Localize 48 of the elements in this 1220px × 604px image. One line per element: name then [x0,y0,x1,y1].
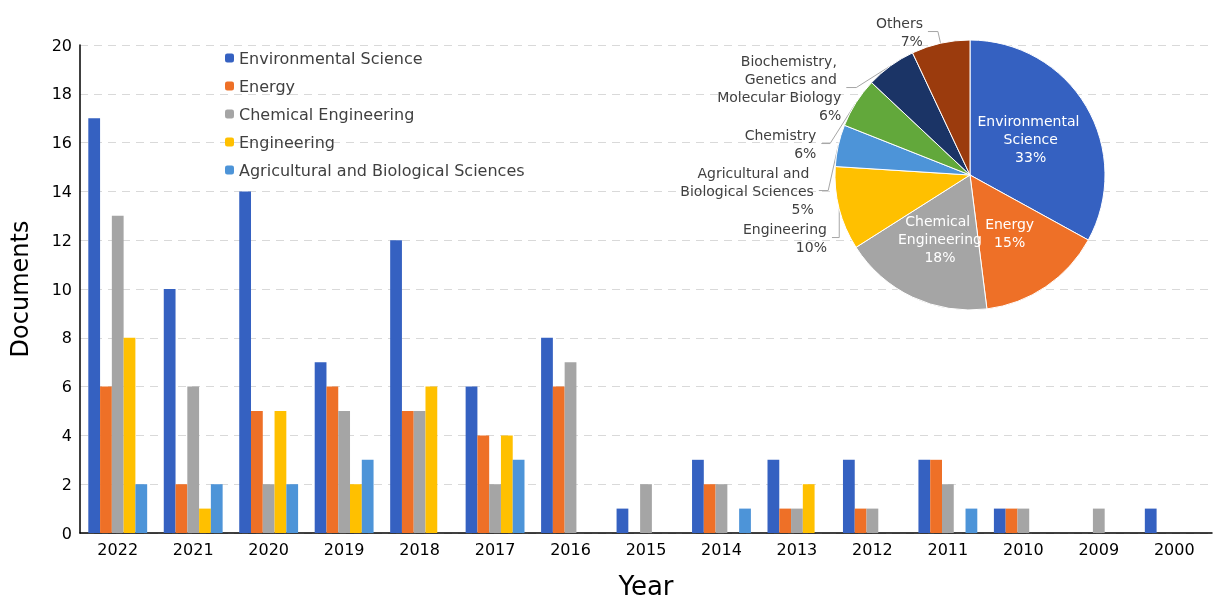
slice-label: Others [875,14,923,31]
x-tick-label: 2020 [248,539,290,559]
legend-label: Environmental Science [239,48,423,68]
legend-label: Energy [239,76,296,96]
x-tick-label: 2018 [399,539,440,559]
legend-label: Agricultural and Biological Sciences [239,160,525,180]
x-tick-label: 2015 [625,539,667,559]
y-tick-label: 8 [61,328,72,348]
slice-label: Engineering [742,220,827,237]
x-tick-label: 2012 [852,539,893,559]
data-label: 15% [994,234,1026,251]
x-tick-label: 2017 [474,539,516,559]
data-label: 7% [900,32,923,49]
data-label: 6% [794,144,817,161]
y-tick-label: 12 [51,230,72,250]
y-tick-label: 6 [61,377,72,397]
x-tick-label: 2013 [776,539,818,559]
data-label: 10% [795,238,827,255]
y-axis-title: Documents [6,220,34,358]
x-tick-label: 2000 [1153,539,1195,559]
data-label: 5% [791,200,814,217]
x-tick-label: 2021 [172,539,214,559]
data-label: 18% [924,248,956,265]
legend-label: Engineering [239,132,335,152]
y-tick-label: 16 [51,133,72,153]
x-tick-label: 2010 [1002,539,1044,559]
y-tick-label: 20 [51,35,72,55]
x-axis-title: Year [617,571,674,601]
slice-label: Agricultural and Biological Sciences [680,164,814,199]
data-label: 33% [1015,149,1047,166]
x-tick-label: 2019 [323,539,365,559]
slice-label: Environmental Science [977,113,1084,148]
legend-label: Chemical Engineering [239,104,415,124]
y-tick-label: 2 [61,474,72,494]
y-tick-label: 18 [51,84,72,104]
x-tick-label: 2011 [927,539,969,559]
slice-label: Chemistry [744,126,817,143]
y-tick-label: 0 [61,523,72,543]
slice-label: Biochemistry, Genetics and Molecular Biology [717,52,842,105]
data-label: 6% [819,106,842,123]
y-tick-label: 10 [51,279,72,299]
x-tick-label: 2016 [550,539,591,559]
y-tick-label: 14 [51,181,72,201]
slice-label: Energy [985,216,1035,233]
x-tick-label: 2022 [97,539,139,559]
y-tick-label: 4 [61,425,72,445]
x-tick-label: 2014 [701,539,742,559]
x-tick-label: 2009 [1078,539,1120,559]
